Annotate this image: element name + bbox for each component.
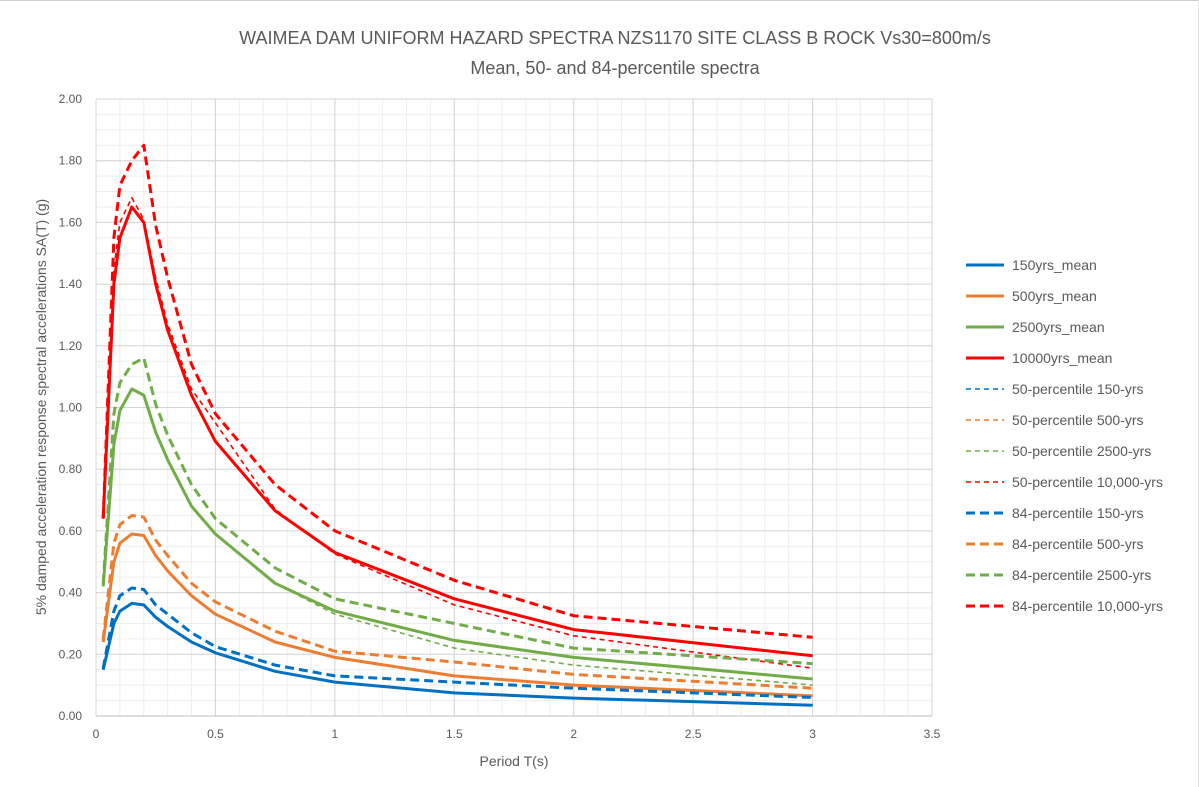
legend-label-10: 84-percentile 2500-yrs [1012,567,1151,583]
y-axis-label: 5% damped acceleration response spectral… [33,199,49,615]
legend-label-5: 50-percentile 500-yrs [1012,412,1144,428]
x-tick-label: 1 [332,727,339,741]
legend-label-6: 50-percentile 2500-yrs [1012,443,1151,459]
series-line-10 [101,356,813,666]
y-tick-label: 0.60 [59,524,83,538]
x-tick-label: 3 [809,727,816,741]
chart-subtitle: Mean, 50- and 84-percentile spectra [470,58,760,78]
legend: 150yrs_mean 500yrs_mean 2500yrs_mean 10000… [966,257,1163,614]
x-tick-label: 2 [570,727,577,741]
legend-label-11: 84-percentile 10,000-yrs [1012,598,1163,614]
series-line-3 [101,205,813,658]
legend-label-7: 50-percentile 10,000-yrs [1012,474,1163,490]
series-line-4 [102,602,813,706]
series-line-11 [101,143,813,639]
y-tick-label: 0.80 [59,462,83,476]
y-tick-label: 1.00 [59,401,83,415]
series-line-7 [102,196,813,669]
series-line-6 [102,388,813,686]
y-tick-label: 1.60 [59,215,83,229]
series-line-1 [101,532,813,698]
legend-label-1: 500yrs_mean [1012,288,1097,304]
legend-label-2: 2500yrs_mean [1012,319,1105,335]
y-tick-label: 1.20 [59,339,83,353]
series-line-8 [101,586,813,699]
y-tick-label: 0.40 [59,586,83,600]
x-tick-label: 2.5 [685,727,702,741]
series-line-5 [102,533,813,697]
x-tick-label: 0.5 [207,727,224,741]
y-tick-label: 1.80 [59,154,83,168]
x-axis-label: Period T(s) [480,753,549,769]
legend-label-8: 84-percentile 150-yrs [1012,505,1144,521]
series-lines [101,143,813,707]
x-tick-label: 3.5 [924,727,941,741]
chart-title: WAIMEA DAM UNIFORM HAZARD SPECTRA NZS117… [239,28,991,48]
y-tick-label: 0.20 [59,647,83,661]
legend-label-0: 150yrs_mean [1012,257,1097,273]
y-tick-label: 2.00 [59,92,83,106]
x-tick-label: 1.5 [446,727,463,741]
grid-lines [95,98,933,717]
tick-labels: 0 0.5 1 1.5 2 2.5 3 3.5 0.00 0.20 0.40 0.60 0.80 1.00… [59,92,941,741]
legend-label-3: 10000yrs_mean [1012,350,1112,366]
legend-label-9: 84-percentile 500-yrs [1012,536,1144,552]
x-tick-label: 0 [93,727,100,741]
legend-label-4: 50-percentile 150-yrs [1012,381,1144,397]
y-tick-label: 1.40 [59,277,83,291]
series-line-9 [101,514,813,690]
y-tick-label: 0.00 [59,709,83,723]
